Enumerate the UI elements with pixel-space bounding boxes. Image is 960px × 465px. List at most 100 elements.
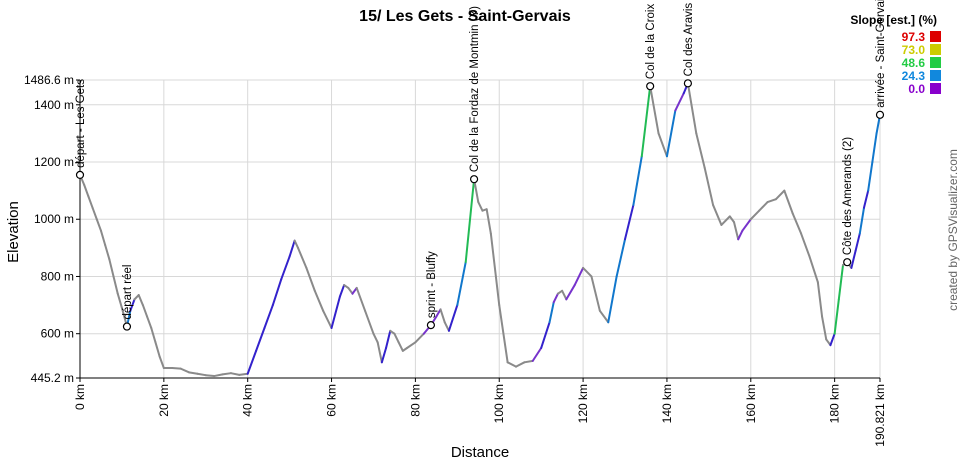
waypoint-label: Col de la Fordaz de Montmin (Y) (469, 6, 481, 172)
legend-item-label: 48.6 (902, 56, 926, 70)
y-tick-label: 1200 m (34, 155, 74, 169)
elevation-segment (364, 309, 375, 335)
elevation-segment (821, 315, 828, 341)
elevation-segment (489, 232, 501, 307)
elevation-segment (657, 132, 668, 158)
elevation-segment (829, 332, 836, 347)
elevation-segment (104, 243, 111, 261)
elevation-segment (112, 275, 119, 295)
elevation-segment (150, 326, 157, 344)
x-axis-label: Distance (451, 444, 509, 460)
elevation-segment (313, 289, 325, 312)
elevation-segment (414, 332, 425, 344)
elevation-segment (800, 232, 811, 258)
legend-swatch (930, 44, 941, 55)
x-tick-label: 80 km (408, 384, 422, 417)
elevation-segment (695, 132, 706, 169)
elevation-segment (598, 309, 610, 324)
elevation-segment (288, 239, 296, 258)
series (79, 82, 881, 378)
elevation-segment (552, 292, 559, 304)
waypoint-label: départ - Les Gets (75, 79, 87, 168)
elevation-segment (858, 206, 865, 235)
elevation-segment (741, 218, 752, 232)
legend-swatch (930, 83, 941, 94)
elevation-segment (330, 295, 341, 329)
x-tick-label: 20 km (157, 384, 171, 417)
elevation-segment (435, 308, 442, 318)
elevation-segment (196, 372, 207, 377)
elevation-segment (188, 371, 199, 375)
elevation-segment (464, 178, 476, 264)
elevation-segment (649, 85, 660, 135)
elevation-segment (179, 367, 191, 374)
elevation-segment (548, 301, 555, 324)
elevation-segment (204, 374, 216, 378)
elevation-segment (808, 255, 819, 284)
elevation-segment (447, 304, 459, 332)
elevation-segment (607, 275, 618, 324)
waypoint-label: Col des Aravis (683, 3, 695, 77)
legend-swatch (930, 70, 941, 81)
elevation-segment (385, 329, 392, 350)
elevation-segment (485, 208, 492, 235)
waypoint-marker (646, 82, 655, 91)
elevation-segment (624, 203, 635, 241)
elevation-segment (263, 304, 274, 329)
elevation-segment (221, 372, 232, 376)
elevation-segment (833, 298, 840, 335)
elevation-segment (238, 372, 249, 376)
elevation-segment (129, 298, 136, 312)
axes: 0 km 20 km 40 km 60 km 80 km 100 km 120 km 140 … (24, 73, 887, 447)
elevation-segment (515, 361, 526, 368)
elevation-segment (380, 347, 388, 364)
waypoint-marker (75, 170, 85, 179)
elevation-segment (137, 294, 144, 307)
x-tick-label: 190.821 km (873, 384, 887, 447)
waypoint-label: sprint - Bluffy (426, 251, 438, 318)
elevation-segment (506, 361, 518, 368)
x-tick-label: 120 km (576, 384, 590, 423)
waypoint-marker (875, 110, 885, 119)
elevation-segment (393, 332, 400, 344)
elevation-segment (229, 372, 241, 376)
elevation-segment (540, 321, 551, 350)
elevation-segment (91, 206, 98, 221)
x-tick-label: 60 km (325, 384, 339, 417)
elevation-segment (686, 82, 698, 135)
elevation-segment (439, 308, 446, 324)
x-tick-label: 140 km (660, 384, 674, 423)
elevation-segment (632, 155, 643, 206)
elevation-segment (774, 189, 786, 201)
legend-swatch (930, 57, 941, 68)
elevation-segment (531, 347, 543, 362)
y-tick-label: 1486.6 m (24, 73, 74, 87)
elevation-segment (87, 195, 94, 209)
waypoint-marker (426, 321, 436, 330)
waypoint-marker (469, 175, 479, 184)
elevation-segment (146, 315, 153, 329)
elevation-segment (854, 232, 861, 252)
x-tick-label: 100 km (492, 384, 506, 423)
elevation-segment (477, 201, 484, 212)
waypoint-label: Côte des Amerands (2) (842, 137, 854, 255)
elevation-segment (862, 189, 870, 209)
elevation-segment (712, 203, 723, 226)
elevation-segment (271, 278, 283, 307)
elevation-segment (523, 359, 534, 364)
elevation-segment (297, 246, 308, 269)
waypoint-marker (122, 322, 132, 331)
elevation-segment (561, 289, 568, 301)
elevation-segment (498, 304, 509, 364)
y-tick-label: 800 m (41, 269, 74, 283)
elevation-segment (733, 221, 740, 241)
elevation-segment (246, 349, 258, 375)
elevation-segment (255, 326, 266, 352)
elevation-segment (213, 373, 224, 378)
elevation-segment (293, 239, 300, 249)
y-tick-label: 600 m (41, 327, 74, 341)
legend-item-label: 24.3 (902, 69, 926, 83)
legend-title: Slope [est.] (%) (850, 13, 937, 27)
